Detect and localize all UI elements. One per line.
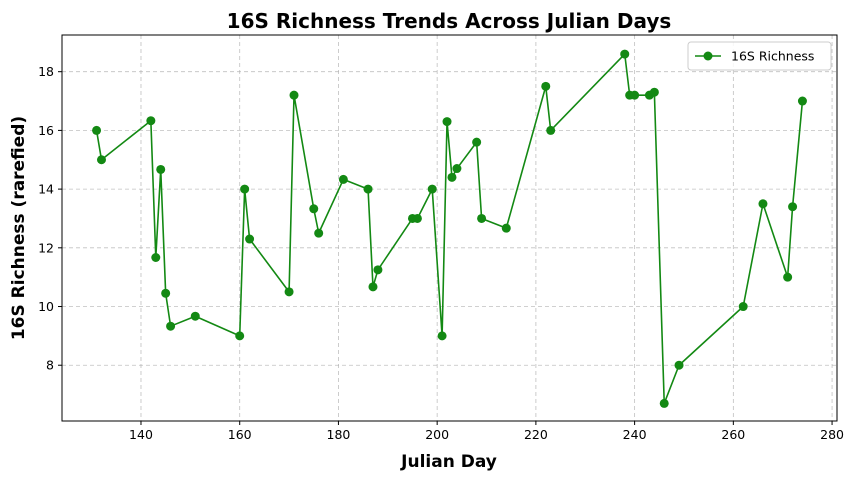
data-point xyxy=(314,228,324,238)
data-point xyxy=(797,96,807,106)
x-axis-ticks: 140 160 180 200 220 240 260 280 xyxy=(129,421,844,442)
x-axis-label: Julian Day xyxy=(400,452,497,472)
x-tick-label: 240 xyxy=(623,427,647,442)
data-point xyxy=(146,116,156,126)
data-point xyxy=(363,184,373,194)
data-point xyxy=(412,213,422,223)
x-tick-label: 160 xyxy=(228,427,252,442)
x-tick-label: 140 xyxy=(129,427,153,442)
series-markers xyxy=(92,49,807,408)
data-point xyxy=(373,265,383,275)
x-tick-label: 220 xyxy=(524,427,548,442)
data-point xyxy=(161,288,171,298)
data-point xyxy=(92,125,102,135)
data-point xyxy=(452,164,462,174)
plot-area-frame xyxy=(61,34,838,422)
data-point xyxy=(501,223,511,233)
data-point xyxy=(235,331,245,341)
series-line xyxy=(95,53,804,405)
data-point xyxy=(96,155,106,165)
data-point xyxy=(738,302,748,312)
data-point xyxy=(674,360,684,370)
y-tick-label: 16 xyxy=(38,123,54,138)
data-point xyxy=(659,398,669,408)
legend: 16S Richness xyxy=(687,41,832,71)
x-tick-label: 260 xyxy=(721,427,745,442)
data-point xyxy=(368,282,378,292)
data-point xyxy=(284,287,294,297)
y-tick-label: 8 xyxy=(46,358,54,373)
y-tick-label: 14 xyxy=(38,182,54,197)
data-point xyxy=(477,213,487,223)
x-tick-label: 200 xyxy=(425,427,449,442)
data-point xyxy=(630,90,640,100)
legend-label: 16S Richness xyxy=(731,49,814,64)
data-point xyxy=(156,164,166,174)
data-point xyxy=(649,87,659,97)
data-point xyxy=(151,253,161,263)
legend-box xyxy=(687,41,832,71)
y-axis-ticks: 8 10 12 14 16 18 xyxy=(38,64,62,373)
chart-title: 16S Richness Trends Across Julian Days xyxy=(227,9,672,33)
data-point xyxy=(546,125,556,135)
data-point xyxy=(788,202,798,212)
data-point xyxy=(190,311,200,321)
data-point xyxy=(309,204,319,214)
data-point xyxy=(620,49,630,59)
grid-lines xyxy=(62,35,837,421)
y-axis-label: 16S Richness (rarefied) xyxy=(9,116,29,340)
data-point xyxy=(447,172,457,182)
data-point xyxy=(442,117,452,127)
data-point xyxy=(437,331,447,341)
series-line-group xyxy=(95,53,804,405)
data-point xyxy=(472,137,482,147)
legend-marker-swatch xyxy=(703,51,713,61)
x-tick-label: 280 xyxy=(820,427,844,442)
data-point xyxy=(240,184,250,194)
x-tick-label: 180 xyxy=(327,427,351,442)
data-point xyxy=(245,234,255,244)
data-point xyxy=(758,199,768,209)
y-tick-label: 12 xyxy=(38,240,54,255)
data-point xyxy=(427,184,437,194)
y-tick-label: 18 xyxy=(38,64,54,79)
y-tick-label: 10 xyxy=(38,299,54,314)
data-point xyxy=(338,174,348,184)
data-point xyxy=(783,272,793,282)
data-point xyxy=(541,81,551,91)
data-point xyxy=(166,321,176,331)
data-point xyxy=(289,90,299,100)
